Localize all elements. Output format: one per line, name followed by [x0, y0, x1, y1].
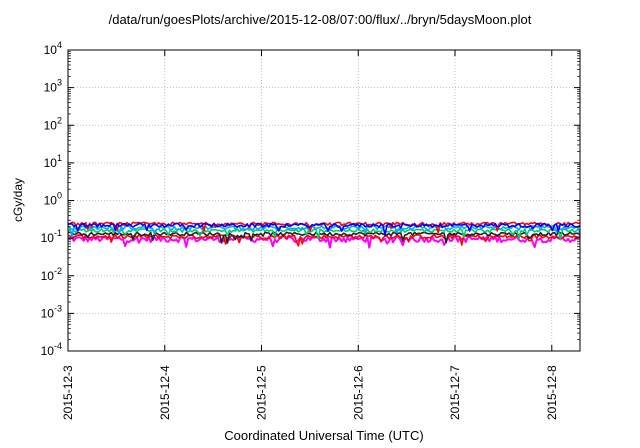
y-tick-label: 102	[44, 115, 62, 132]
y-tick-label: 103	[44, 78, 62, 95]
y-axis-label: cGy/day	[11, 177, 25, 223]
y-tick-label: 101	[44, 153, 62, 170]
x-tick-label: 2015-12-8	[545, 365, 559, 420]
y-tick-label: 10-1	[41, 228, 62, 245]
x-tick-label: 2015-12-7	[448, 365, 462, 420]
y-tick-label: 104	[44, 40, 62, 57]
y-axis-ticks: 104 103 102 101 100 10-1 10-2 10-3 10-4	[41, 40, 580, 358]
series-line	[67, 222, 581, 236]
x-tick-label: 2015-12-6	[351, 365, 365, 420]
x-axis-label: Coordinated Universal Time (UTC)	[224, 428, 424, 443]
series-line	[67, 225, 581, 238]
x-axis-ticks: 2015-12-3 2015-12-4 2015-12-5 2015-12-6 2015…	[61, 50, 559, 420]
series-lines	[67, 221, 581, 249]
y-tick-label: 100	[44, 191, 62, 208]
y-tick-label: 10-4	[41, 341, 62, 358]
chart-title: /data/run/goesPlots/archive/2015-12-08/0…	[108, 12, 532, 27]
y-tick-label: 10-2	[41, 266, 62, 283]
x-tick-label: 2015-12-3	[61, 365, 75, 420]
x-tick-label: 2015-12-4	[158, 365, 172, 420]
y-tick-label: 10-3	[41, 303, 62, 320]
x-tick-label: 2015-12-5	[255, 365, 269, 420]
